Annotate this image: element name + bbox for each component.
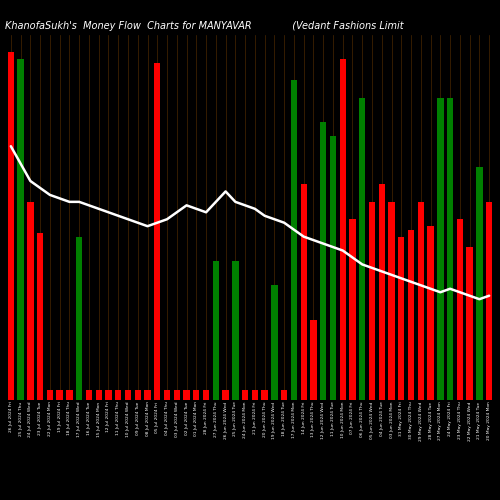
Bar	[378, 184, 385, 400]
Bar	[300, 184, 307, 400]
Bar	[350, 219, 356, 400]
Bar	[418, 202, 424, 400]
Bar	[174, 390, 180, 400]
Bar	[115, 390, 121, 400]
Bar	[106, 390, 112, 400]
Bar	[310, 320, 316, 400]
Bar	[134, 390, 141, 400]
Bar	[437, 98, 444, 400]
Text: KhanofaSukh's  Money Flow  Charts for MANYAVAR             (Vedant Fashions Limi: KhanofaSukh's Money Flow Charts for MANY…	[5, 22, 404, 32]
Bar	[27, 202, 34, 400]
Bar	[212, 261, 219, 400]
Bar	[398, 236, 404, 400]
Bar	[8, 52, 14, 400]
Bar	[428, 226, 434, 400]
Bar	[96, 390, 102, 400]
Bar	[56, 390, 63, 400]
Bar	[46, 390, 53, 400]
Bar	[456, 219, 463, 400]
Bar	[281, 390, 287, 400]
Bar	[320, 122, 326, 400]
Bar	[222, 390, 229, 400]
Bar	[330, 136, 336, 400]
Bar	[86, 390, 92, 400]
Bar	[144, 390, 150, 400]
Bar	[359, 98, 366, 400]
Bar	[184, 390, 190, 400]
Bar	[193, 390, 200, 400]
Bar	[291, 80, 297, 400]
Bar	[125, 390, 131, 400]
Bar	[76, 236, 82, 400]
Bar	[242, 390, 248, 400]
Bar	[262, 390, 268, 400]
Bar	[447, 98, 454, 400]
Bar	[340, 60, 346, 400]
Bar	[252, 390, 258, 400]
Bar	[271, 286, 278, 400]
Bar	[408, 230, 414, 400]
Bar	[466, 247, 473, 400]
Bar	[18, 60, 24, 400]
Bar	[37, 233, 44, 400]
Bar	[154, 63, 160, 400]
Bar	[388, 202, 394, 400]
Bar	[476, 167, 482, 400]
Bar	[164, 390, 170, 400]
Bar	[369, 202, 375, 400]
Bar	[66, 390, 72, 400]
Bar	[486, 202, 492, 400]
Bar	[232, 261, 238, 400]
Bar	[203, 390, 209, 400]
